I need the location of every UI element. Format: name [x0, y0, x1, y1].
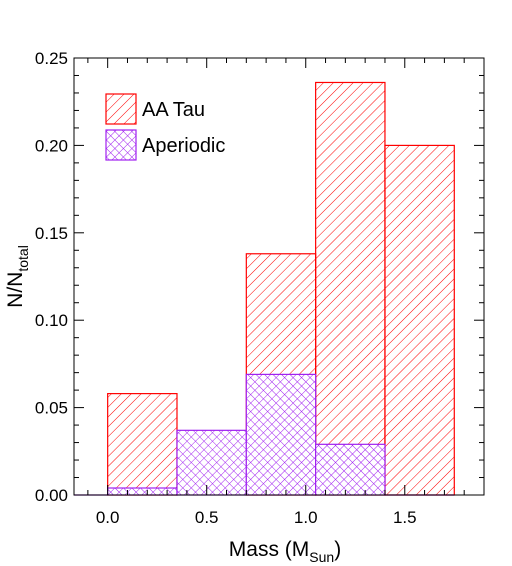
aperiodic-bar — [245, 373, 317, 496]
aa-tau-bar — [107, 393, 178, 496]
aa-tau-bar — [315, 81, 386, 496]
y-tick-label: 0.00 — [35, 486, 68, 505]
aperiodic-bar — [176, 429, 247, 496]
y-tick-label: 0.25 — [35, 49, 68, 68]
y-tick-label: 0.20 — [35, 136, 68, 155]
y-tick-label: 0.10 — [35, 311, 68, 330]
legend: AA Tau Aperiodic — [105, 93, 225, 161]
legend-label: AA Tau — [142, 99, 205, 121]
legend-item: Aperiodic — [105, 129, 225, 161]
y-axis-title: N/Ntotal — [4, 245, 31, 308]
y-tick-label: 0.15 — [35, 224, 68, 243]
legend-swatch — [105, 129, 137, 161]
x-tick-label: 1.5 — [393, 508, 417, 527]
x-axis-title: Mass (MSun) — [229, 538, 341, 565]
x-tick-label: 1.0 — [294, 508, 318, 527]
aa-tau-bar — [384, 144, 455, 496]
aperiodic-bar — [315, 443, 386, 496]
axes-layer: 0.0 0.5 1.0 1.5 0.00 0.05 0.10 0.15 0.20 0.25 Mass… — [4, 49, 485, 565]
legend-item: AA Tau — [105, 93, 205, 125]
plot-frame — [73, 57, 485, 496]
legend-label: Aperiodic — [142, 135, 225, 157]
x-tick-label: 0.0 — [96, 508, 120, 527]
bars-layer — [74, 81, 455, 496]
x-tick-label: 0.5 — [195, 508, 219, 527]
legend-swatch — [105, 93, 137, 125]
y-tick-label: 0.05 — [35, 399, 68, 418]
